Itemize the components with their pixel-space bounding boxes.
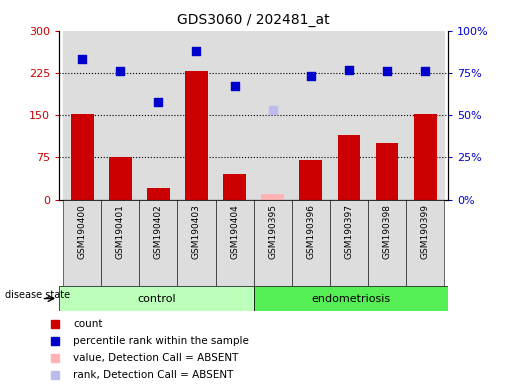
Text: endometriosis: endometriosis	[311, 293, 390, 304]
Bar	[253, 286, 448, 311]
Bar	[223, 174, 246, 200]
Text: GSM190397: GSM190397	[345, 204, 353, 259]
Text: rank, Detection Call = ABSENT: rank, Detection Call = ABSENT	[73, 370, 233, 381]
Bar	[71, 114, 94, 200]
Bar	[406, 200, 444, 286]
Bar	[139, 31, 177, 200]
Text: GSM190396: GSM190396	[306, 204, 315, 259]
Bar	[261, 194, 284, 200]
Bar	[414, 114, 437, 200]
Bar	[177, 31, 215, 200]
Text: GSM190403: GSM190403	[192, 204, 201, 259]
Bar	[406, 31, 444, 200]
Bar	[368, 31, 406, 200]
Bar	[330, 200, 368, 286]
Point	[154, 99, 162, 105]
Bar	[109, 157, 132, 200]
Bar	[147, 189, 170, 200]
Bar	[299, 160, 322, 200]
Bar	[253, 31, 292, 200]
Text: disease state: disease state	[5, 290, 70, 300]
Bar	[139, 200, 177, 286]
Point	[192, 48, 200, 54]
Bar	[330, 31, 368, 200]
Title: GDS3060 / 202481_at: GDS3060 / 202481_at	[177, 13, 330, 27]
Bar	[215, 31, 253, 200]
Bar	[63, 200, 101, 286]
Point	[230, 83, 238, 89]
Bar	[59, 286, 253, 311]
Bar	[368, 200, 406, 286]
Text: count: count	[73, 318, 102, 329]
Point	[116, 68, 124, 74]
Text: GSM190398: GSM190398	[383, 204, 391, 259]
Bar	[177, 200, 215, 286]
Bar	[101, 200, 139, 286]
Bar	[63, 31, 101, 200]
Text: GSM190404: GSM190404	[230, 204, 239, 259]
Bar	[253, 200, 292, 286]
Text: GSM190402: GSM190402	[154, 204, 163, 259]
Point	[383, 68, 391, 74]
Point	[307, 73, 315, 79]
Text: GSM190399: GSM190399	[421, 204, 430, 259]
Text: GSM190401: GSM190401	[116, 204, 125, 259]
Text: control: control	[137, 293, 176, 304]
Bar	[185, 71, 208, 200]
Point	[269, 107, 277, 113]
Text: percentile rank within the sample: percentile rank within the sample	[73, 336, 249, 346]
Point	[421, 68, 430, 74]
Bar	[375, 143, 399, 200]
Text: value, Detection Call = ABSENT: value, Detection Call = ABSENT	[73, 353, 238, 363]
Text: GSM190395: GSM190395	[268, 204, 277, 259]
Point	[345, 66, 353, 73]
Point	[78, 56, 86, 63]
Bar	[292, 31, 330, 200]
Text: GSM190400: GSM190400	[78, 204, 87, 259]
Bar	[215, 200, 253, 286]
Bar	[337, 135, 360, 200]
Bar	[101, 31, 139, 200]
Bar	[292, 200, 330, 286]
